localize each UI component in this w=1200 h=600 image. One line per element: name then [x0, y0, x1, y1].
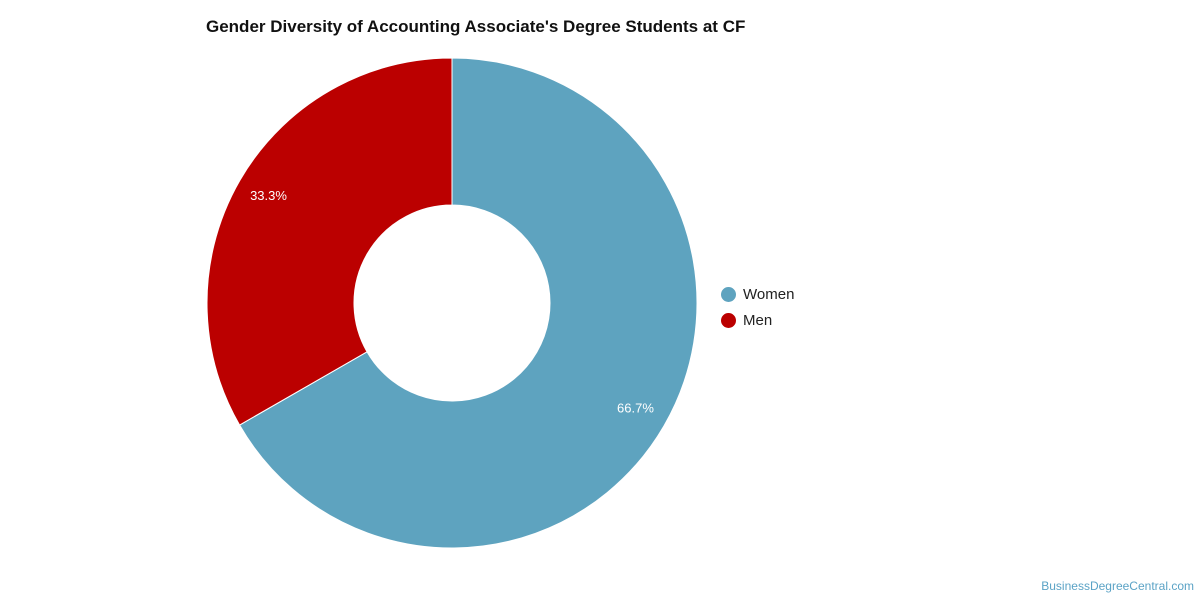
slice-women[interactable]	[238, 57, 698, 549]
watermark-link[interactable]: BusinessDegreeCentral.com	[1041, 579, 1194, 593]
legend: Women Men	[721, 281, 794, 333]
slice-label-women: 66.7%	[617, 401, 654, 416]
legend-item-men[interactable]: Men	[721, 307, 794, 333]
legend-label-women: Women	[743, 285, 795, 303]
slice-labels-group: 66.7% 33.3%	[250, 188, 654, 415]
slice-label-men: 33.3%	[250, 188, 287, 203]
legend-swatch-men	[721, 312, 736, 328]
legend-label-men: Men	[743, 311, 773, 329]
slice-men[interactable]	[206, 57, 453, 426]
chart-title: Gender Diversity of Accounting Associate…	[206, 17, 746, 36]
legend-item-women[interactable]: Women	[721, 281, 794, 307]
slices-group	[206, 57, 698, 549]
legend-swatch-women	[721, 286, 736, 302]
